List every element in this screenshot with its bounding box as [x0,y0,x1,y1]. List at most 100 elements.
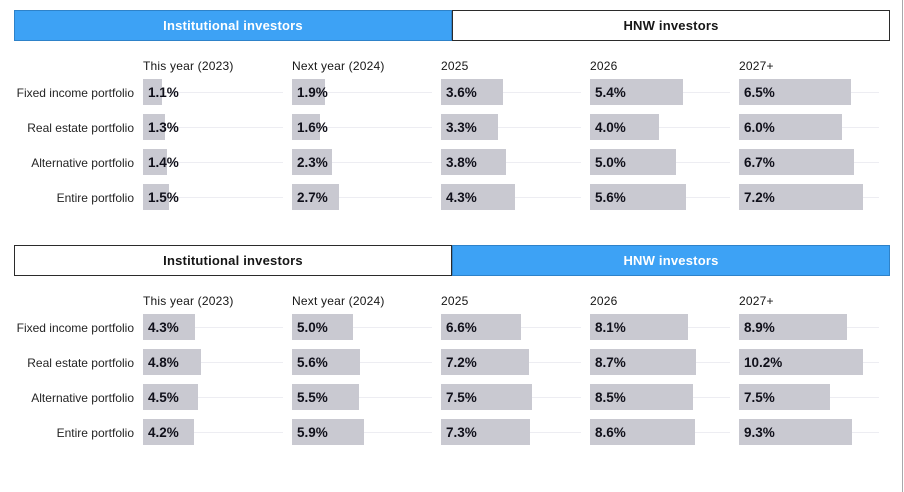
investor-panel: Institutional investors HNW investors Thi… [14,245,890,450]
tab-hnw-investors[interactable]: HNW investors [452,10,890,41]
bar-cell: 5.4% [590,75,739,110]
bar-cell: 10.2% [739,345,888,380]
tab-hnw-investors[interactable]: HNW investors [452,245,890,276]
bar-cell: 5.5% [292,380,441,415]
bar-track-line [292,127,432,128]
value-bar [143,314,195,340]
bar-cell: 1.5% [143,180,292,215]
value-label: 5.5% [297,390,328,405]
column-header: This year (2023) [143,59,234,73]
row-label: Alternative portfolio [31,390,134,405]
bar-track-line [292,362,432,363]
value-bar [590,419,695,445]
bar-cell: 6.7% [739,145,888,180]
value-label: 5.9% [297,425,328,440]
value-label: 1.9% [297,85,328,100]
bar-track-line [441,92,581,93]
bar-cell: 1.9% [292,75,441,110]
column-header: 2027+ [739,59,774,73]
bar-cell: 4.3% [143,310,292,345]
bar-cell: 9.3% [739,415,888,450]
value-label: 10.2% [744,355,783,370]
bar-cell: 5.9% [292,415,441,450]
bar-cell: 5.6% [590,180,739,215]
bar-track-line [143,432,283,433]
value-label: 2.3% [297,155,328,170]
value-bar [143,384,198,410]
bar-cell: 1.1% [143,75,292,110]
column-header: 2026 [590,294,618,308]
tab-institutional-investors[interactable]: Institutional investors [14,245,452,276]
value-label: 7.2% [446,355,477,370]
bar-cell: 7.2% [441,345,590,380]
bar-track-line [143,327,283,328]
value-bar [739,149,854,175]
value-bar [441,419,530,445]
bar-cell: 4.8% [143,345,292,380]
value-label: 5.0% [297,320,328,335]
row-label: Alternative portfolio [31,155,134,170]
value-label: 9.3% [744,425,775,440]
value-bar [739,184,863,210]
row-label: Entire portfolio [56,425,134,440]
bar-cell: 8.6% [590,415,739,450]
value-label: 6.5% [744,85,775,100]
value-label: 5.6% [297,355,328,370]
value-bar [292,349,360,375]
bar-cell: 8.7% [590,345,739,380]
value-label: 8.1% [595,320,626,335]
value-bar [739,349,863,375]
bar-track-line [441,162,581,163]
value-label: 8.6% [595,425,626,440]
bar-cell: 8.9% [739,310,888,345]
value-label: 3.6% [446,85,477,100]
value-bar [590,349,696,375]
value-bar [441,384,532,410]
table-row: Entire portfolio 4.2% 5.9% 7.3% 8.6% 9.3% [14,415,890,450]
bar-cell: 6.5% [739,75,888,110]
value-bar [739,79,851,105]
value-bar [441,349,529,375]
value-bar [143,349,201,375]
value-label: 3.8% [446,155,477,170]
bar-cell: 7.3% [441,415,590,450]
bar-cell: 4.3% [441,180,590,215]
value-bar [292,79,325,105]
column-header: 2025 [441,59,469,73]
bar-cell: 5.0% [292,310,441,345]
value-label: 4.0% [595,120,626,135]
value-bar [441,184,515,210]
value-label: 5.6% [595,190,626,205]
bar-cell: 3.3% [441,110,590,145]
bar-cell: 2.3% [292,145,441,180]
value-bar [441,114,498,140]
value-bar [143,149,167,175]
bar-cell: 2.7% [292,180,441,215]
column-header: 2027+ [739,294,774,308]
bar-track-line [143,397,283,398]
value-bar [143,79,162,105]
value-bar [441,314,521,340]
column-header: 2026 [590,59,618,73]
column-header: 2025 [441,294,469,308]
value-label: 4.2% [148,425,179,440]
row-label: Real estate portfolio [27,355,134,370]
table-row: Alternative portfolio 4.5% 5.5% 7.5% 8.5% 7.5… [14,380,890,415]
tab-institutional-investors[interactable]: Institutional investors [14,10,452,41]
value-bar [590,314,688,340]
value-label: 3.3% [446,120,477,135]
value-bar [441,79,503,105]
column-header: This year (2023) [143,294,234,308]
value-bar [739,384,830,410]
value-label: 8.9% [744,320,775,335]
bar-cell: 7.5% [739,380,888,415]
value-label: 1.6% [297,120,328,135]
bar-cell: 8.5% [590,380,739,415]
value-label: 4.3% [446,190,477,205]
value-bar [441,149,506,175]
value-label: 8.7% [595,355,626,370]
value-label: 4.8% [148,355,179,370]
bar-cell: 1.6% [292,110,441,145]
tab-bar: Institutional investors HNW investors [14,10,890,41]
bar-track-line [292,197,432,198]
